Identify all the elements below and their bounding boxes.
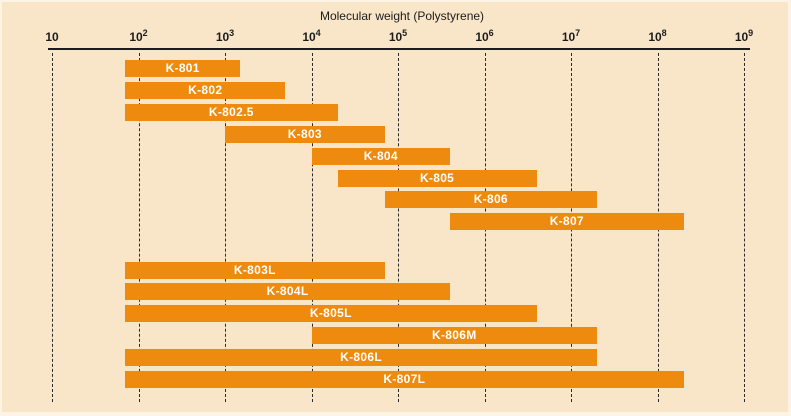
column-range-bar-k-804l: K-804L xyxy=(125,283,451,301)
column-range-bar-k-805: K-805 xyxy=(337,169,537,187)
decade-gridline xyxy=(398,53,399,402)
tick-exponent: 5 xyxy=(402,28,408,38)
tick-exponent: 7 xyxy=(575,28,581,38)
column-range-bar-k-806l: K-806L xyxy=(125,348,598,366)
decade-gridline xyxy=(744,53,745,402)
column-range-bar-k-803: K-803 xyxy=(225,125,385,143)
x-axis-tick-label: 106 xyxy=(475,28,494,45)
column-range-bar-k-807l: K-807L xyxy=(125,370,684,388)
tick-exponent: 3 xyxy=(229,28,235,38)
x-axis-tick-label: 107 xyxy=(561,28,581,45)
tick-exponent: 6 xyxy=(488,28,494,38)
x-axis-tick-label: 108 xyxy=(648,28,667,45)
x-axis-tick-label: 105 xyxy=(388,28,408,45)
column-range-bar-k-805l: K-805L xyxy=(125,305,537,323)
tick-exponent: 2 xyxy=(142,28,148,38)
x-axis-tick-label: 109 xyxy=(734,28,754,45)
tick-exponent: 8 xyxy=(661,28,667,38)
tick-exponent: 9 xyxy=(748,28,754,38)
column-range-bar-k-801: K-801 xyxy=(125,60,241,77)
decade-gridline xyxy=(225,53,226,402)
column-range-bar-k-806: K-806 xyxy=(384,191,598,209)
chart-title: Molecular weight (Polystyrene) xyxy=(319,9,485,23)
x-axis-tick-label: 103 xyxy=(215,28,235,45)
decade-gridline xyxy=(311,53,313,402)
x-axis-line xyxy=(48,48,750,50)
column-range-bar-k-807: K-807 xyxy=(450,213,684,231)
x-axis-tick-label: 10 xyxy=(45,30,59,44)
column-range-bar-k-804: K-804 xyxy=(311,147,451,165)
decade-gridline xyxy=(138,53,140,402)
column-range-bar-k-802.5: K-802.5 xyxy=(125,103,338,121)
column-range-bar-k-806m: K-806M xyxy=(311,326,598,344)
decade-gridline xyxy=(52,53,53,402)
x-axis-tick-label: 104 xyxy=(302,28,321,45)
x-axis-tick-label: 102 xyxy=(129,28,148,45)
column-range-bar-k-802: K-802 xyxy=(125,81,286,99)
molecular-weight-chart: Molecular weight (Polystyrene) 10 102 103 1… xyxy=(2,2,788,412)
column-range-bar-k-803l: K-803L xyxy=(125,261,385,279)
tick-exponent: 4 xyxy=(315,28,321,38)
